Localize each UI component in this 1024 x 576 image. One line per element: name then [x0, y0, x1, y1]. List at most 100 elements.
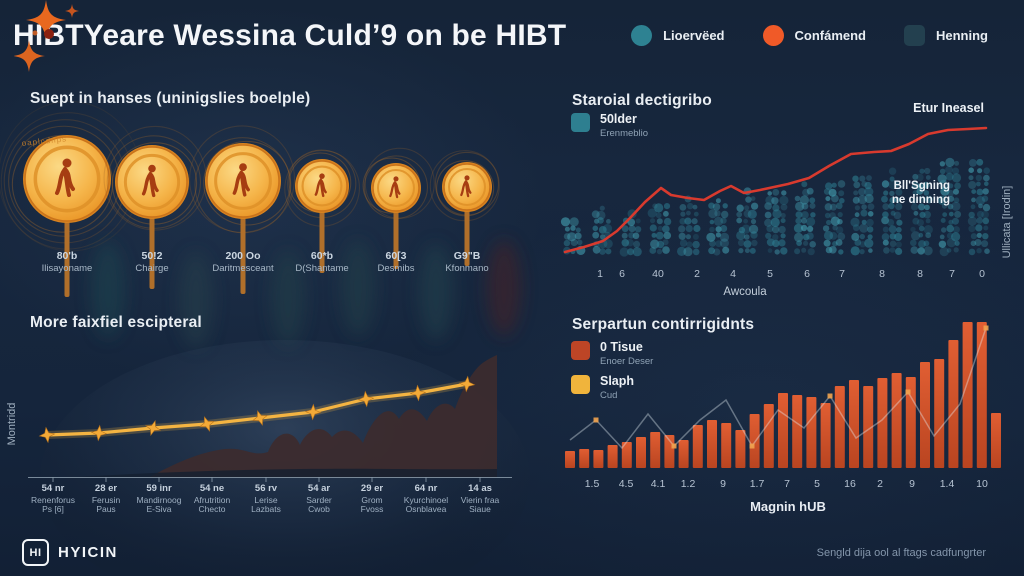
star-marker-icon [144, 419, 162, 437]
header-legend-item: Henning [904, 25, 988, 46]
svg-text:2: 2 [694, 268, 700, 280]
medal-label: Kfonmano [445, 263, 489, 274]
bar [962, 322, 973, 468]
bar [607, 445, 618, 468]
bar [593, 450, 604, 468]
brand-logo-icon: HI [22, 539, 49, 566]
svg-text:14 as: 14 as [468, 483, 492, 494]
svg-text:6: 6 [804, 268, 810, 280]
medal-item [284, 149, 375, 336]
bar [721, 423, 732, 468]
bars-legend-swatch-1 [571, 341, 590, 360]
medals-section-title: Suept in hanses (uninigslies boelple) [30, 90, 311, 107]
legend-label: Lioervëed [663, 28, 725, 43]
scatter-chart: 1 6 40 2 4 5 6 7 8 8 7 0 [560, 126, 991, 280]
star-marker-icon [90, 424, 108, 442]
svg-text:Mandirnoog: Mandirnoog [137, 495, 182, 505]
svg-text:Ferusin: Ferusin [92, 495, 121, 505]
bar [920, 362, 930, 468]
svg-text:Lerise: Lerise [254, 495, 277, 505]
scatter-yaxis-label: Ullicata [Irodin] [1001, 185, 1013, 259]
bar [650, 432, 661, 468]
scatter-annotation-top: Etur Ineasel [913, 101, 984, 115]
bar [636, 437, 646, 468]
svg-text:9: 9 [909, 478, 915, 490]
legend-swatch-icon [762, 25, 784, 46]
svg-text:2: 2 [877, 478, 883, 490]
trend-marker-icon [905, 389, 911, 395]
medal-label: Ilisayoname [41, 263, 93, 274]
svg-text:40: 40 [652, 268, 664, 280]
svg-text:Renenforus: Renenforus [31, 495, 75, 505]
bar [579, 449, 590, 468]
medal-label: Chairge [135, 263, 169, 274]
bar [678, 440, 689, 468]
trend-marker-icon [827, 393, 833, 399]
star-marker-icon [252, 410, 268, 426]
medal-item [103, 125, 213, 348]
bar [664, 435, 675, 468]
medal-label: Desmibs [377, 263, 415, 274]
medal-item [362, 147, 453, 340]
header-legend-item: Confámend [762, 25, 867, 46]
medal-label: Daritmesceant [212, 263, 274, 274]
svg-text:28 er: 28 er [95, 483, 117, 494]
bar [820, 403, 831, 468]
bar [565, 451, 575, 468]
scatter-annotation-right-line1: Bll'Sgning [893, 180, 950, 192]
bar [749, 414, 760, 468]
medal-label: D(Shantame [295, 263, 349, 274]
bar [863, 386, 874, 468]
svg-text:1.4: 1.4 [940, 478, 955, 490]
bar [806, 397, 817, 468]
svg-text:4: 4 [730, 268, 736, 280]
bars-legend-item-2: Slaph Cud [571, 374, 634, 402]
star-marker-icon [409, 384, 427, 402]
medal-figure-glyph [141, 171, 159, 198]
medal-figure-glyph [55, 167, 75, 197]
scatter-legend: 50lder Erenmeblio [571, 112, 648, 140]
bar [834, 386, 845, 468]
bars-legend-label-1: 0 Tisue [600, 340, 643, 354]
svg-text:7: 7 [839, 268, 845, 280]
medal-value: 60[3 [385, 250, 407, 262]
bar [735, 430, 746, 468]
star-marker-icon [304, 403, 322, 421]
medal-icons: oaplcdnps [0, 100, 521, 348]
bar [948, 340, 959, 468]
svg-text:9: 9 [720, 478, 726, 490]
svg-text:54 ne: 54 ne [200, 483, 224, 494]
medal-figure-glyph [314, 178, 327, 198]
svg-text:E-Siva: E-Siva [146, 504, 171, 514]
scatter-legend-label: 50lder [600, 112, 637, 126]
svg-text:5: 5 [767, 268, 773, 280]
star-marker-icon [357, 390, 375, 408]
bars-legend-swatch-2 [571, 375, 590, 394]
medal-figure-glyph [232, 170, 250, 197]
svg-text:1.5: 1.5 [585, 478, 600, 490]
bar [877, 378, 888, 468]
svg-text:10: 10 [976, 478, 988, 490]
medal-item [429, 150, 521, 336]
scatter-xaxis-label: Awcoula [723, 286, 767, 298]
svg-text:1.2: 1.2 [681, 478, 696, 490]
star-marker-icon [38, 426, 56, 444]
svg-text:1: 1 [597, 268, 603, 280]
svg-text:29 er: 29 er [361, 483, 383, 494]
medal-figure-glyph [460, 180, 472, 198]
scatter-annotation-right-line2: ne dinning [891, 194, 950, 206]
bars-legend-item-1: 0 Tisue Enoer Deser [571, 340, 653, 368]
legend-label: Confámend [794, 28, 867, 43]
svg-text:1.7: 1.7 [750, 478, 765, 490]
svg-text:Afrutrition: Afrutrition [194, 495, 231, 505]
bar [692, 425, 703, 468]
svg-text:Paus: Paus [96, 504, 115, 514]
svg-text:Vierin fraa: Vierin fraa [461, 495, 500, 505]
svg-text:64 nr: 64 nr [415, 483, 438, 494]
bar [934, 359, 945, 468]
bar-chart: 1.5 4.5 4.1 1.2 9 1.7 7 5 16 2 9 1.4 10 [565, 322, 1001, 490]
svg-text:6: 6 [619, 268, 625, 280]
